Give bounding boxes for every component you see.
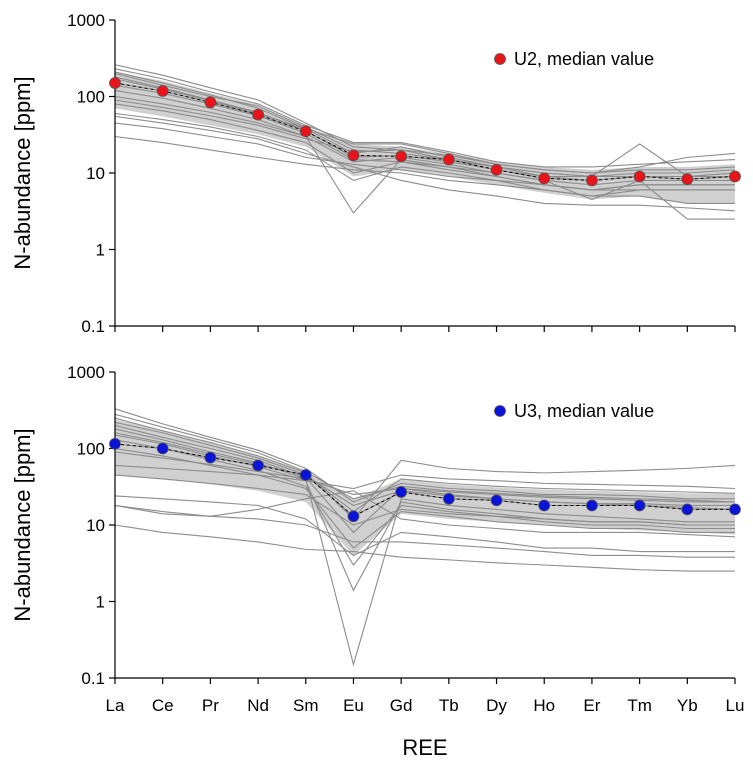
median-point-lu <box>729 503 741 516</box>
sample-line-8 <box>114 135 735 204</box>
sample-line-7 <box>114 439 735 566</box>
median-point-ce <box>156 442 169 455</box>
panel-1: 1000 100 10 1 0.1 N-abundance [ppm] U2, median… <box>10 11 741 336</box>
sample-line-2 <box>114 408 735 503</box>
x-tick-label-er: Er <box>583 696 600 715</box>
legend-label: U3, median value <box>514 401 654 421</box>
sample-line-5 <box>114 428 735 667</box>
y-axis-title: N-abundance [ppm] <box>10 428 35 621</box>
median-point-tm <box>633 170 646 183</box>
sample-line-2 <box>114 72 736 178</box>
x-tick-label-yb: Yb <box>677 696 698 715</box>
median-point-er <box>586 499 598 512</box>
median-point-tb <box>442 492 455 505</box>
median-point-nd <box>252 108 264 121</box>
sample-line-14 <box>114 99 735 178</box>
sample-line-14 <box>114 451 735 503</box>
median-line <box>114 443 735 517</box>
legend-marker <box>494 405 506 417</box>
x-axis-title: REE <box>402 735 447 760</box>
x-tick-label-tm: Tm <box>627 696 652 715</box>
x-tick-label-ce: Ce <box>152 696 174 715</box>
median-point-la <box>109 77 121 89</box>
median-point-lu <box>729 170 741 183</box>
median-point-ce <box>156 85 169 97</box>
sample-line-13 <box>114 68 736 168</box>
x-tick-label-pr: Pr <box>202 696 219 715</box>
sample-line-12 <box>114 464 736 490</box>
x-tick-label-tb: Tb <box>439 696 459 715</box>
sample-line-9 <box>114 495 735 557</box>
sample-line-9 <box>114 95 735 214</box>
median-point-nd <box>252 459 264 472</box>
sample-line-18 <box>114 413 736 503</box>
y-tick-label: 10 <box>86 516 105 535</box>
sample-line-11 <box>114 84 735 220</box>
median-point-pr <box>204 96 217 109</box>
sample-line-7 <box>114 112 735 197</box>
median-point-sm <box>299 469 312 481</box>
x-tick-label-la: La <box>106 696 125 715</box>
median-point-gd <box>395 486 408 498</box>
median-point-ho <box>538 172 551 185</box>
y-tick-label: 1000 <box>67 363 105 382</box>
sample-line-4 <box>114 89 735 186</box>
x-tick-label-eu: Eu <box>343 696 364 715</box>
x-tick-label-dy: Dy <box>486 696 507 715</box>
median-point-dy <box>490 163 503 176</box>
sample-line-16 <box>114 122 735 191</box>
y-tick-label: 0.1 <box>81 669 105 688</box>
median-point-tb <box>442 153 455 166</box>
y-tick-label: 10 <box>86 164 105 183</box>
sample-line-13 <box>114 421 736 513</box>
median-point-gd <box>395 150 408 163</box>
x-tick-label-ho: Ho <box>533 696 555 715</box>
panel-2: 1000 100 10 1 0.1La Ce Pr Nd Sm Eu Gd Tb Dy Ho Er Tm Yb L… <box>10 363 744 760</box>
median-point-yb <box>681 503 694 516</box>
y-tick-label: 1000 <box>67 11 105 30</box>
y-tick-label: 0.1 <box>81 317 105 336</box>
median-point-sm <box>299 125 312 138</box>
median-point-yb <box>681 173 694 186</box>
median-point-pr <box>204 451 217 464</box>
sample-line-15 <box>114 490 736 538</box>
y-tick-label: 1 <box>96 241 105 260</box>
y-tick-label: 100 <box>77 440 105 459</box>
x-tick-label-nd: Nd <box>247 696 269 715</box>
y-tick-label: 1 <box>96 593 105 612</box>
sample-line-5 <box>114 64 736 174</box>
median-point-eu <box>347 149 360 162</box>
median-point-ho <box>538 499 551 512</box>
x-tick-label-gd: Gd <box>390 696 413 715</box>
median-point-tm <box>633 499 646 512</box>
sample-line-8 <box>114 447 735 549</box>
median-point-la <box>109 437 121 450</box>
sample-line-12 <box>114 115 736 212</box>
sample-line-10 <box>114 78 736 178</box>
x-tick-label-sm: Sm <box>293 696 319 715</box>
range-band <box>115 71 735 204</box>
sample-line-3 <box>114 417 736 520</box>
median-point-dy <box>490 494 503 507</box>
median-line <box>114 82 736 181</box>
median-point-er <box>586 174 598 187</box>
median-point-eu <box>347 510 360 523</box>
y-tick-label: 100 <box>77 88 105 107</box>
y-axis-title: N-abundance [ppm] <box>10 76 35 269</box>
x-tick-label-lu: Lu <box>726 696 745 715</box>
sample-line-17 <box>114 474 735 526</box>
sample-line-15 <box>114 71 736 174</box>
sample-line-10 <box>114 504 735 558</box>
sample-line-16 <box>114 432 735 507</box>
legend-marker <box>494 53 506 65</box>
sample-line-11 <box>114 524 735 572</box>
legend-label: U2, median value <box>514 49 654 69</box>
